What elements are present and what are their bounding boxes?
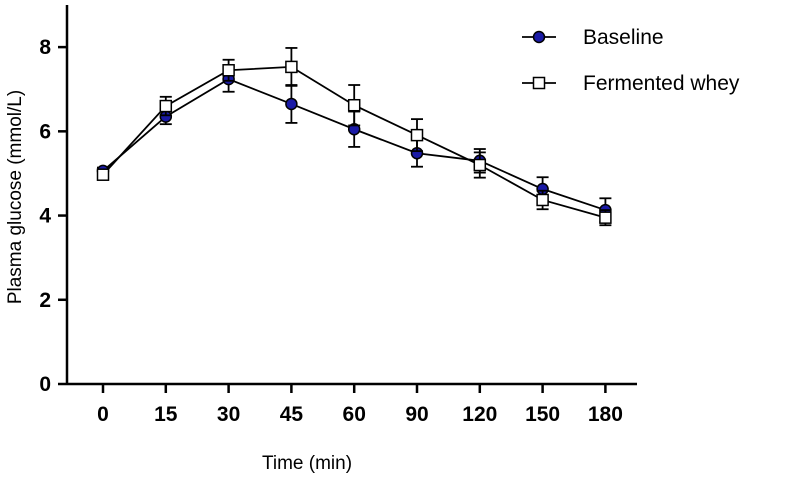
point-fermented-whey-15 — [159, 99, 173, 113]
point-baseline-45 — [285, 97, 298, 111]
series-fermented-whey — [96, 47, 612, 227]
point-fermented-whey-30 — [222, 64, 235, 77]
y-tick-label-0: 0 — [39, 373, 51, 396]
point-fermented-whey-180 — [599, 211, 612, 224]
legend-item-fermented-whey: Fermented whey — [522, 72, 740, 95]
legend-item-baseline: Baseline — [522, 26, 664, 49]
x-axis-title: Time (min) — [262, 453, 352, 474]
x-tick-label-15: 15 — [154, 403, 178, 426]
legend: Baseline Fermented whey — [522, 26, 740, 95]
axes: 0 2 4 6 8 0 15 30 45 60 90 120 150 180 — [39, 5, 637, 426]
series-layer — [96, 47, 612, 227]
point-fermented-whey-150 — [536, 193, 549, 207]
x-tick-label-0: 0 — [97, 403, 109, 426]
y-axis-title: Plasma glucose (mmol/L) — [5, 90, 26, 304]
point-fermented-whey-90 — [410, 128, 424, 142]
x-tick-label-90: 90 — [405, 403, 428, 426]
point-fermented-whey-120 — [473, 158, 487, 172]
y-tick-label-4: 4 — [39, 205, 51, 228]
point-fermented-whey-0 — [96, 168, 110, 181]
legend-label-baseline: Baseline — [583, 26, 664, 49]
point-fermented-whey-45 — [285, 60, 298, 74]
legend-marker-baseline — [532, 30, 546, 44]
x-tick-label-30: 30 — [217, 403, 240, 426]
y-tick-label-6: 6 — [39, 120, 51, 143]
y-tick-label-2: 2 — [39, 289, 51, 312]
legend-marker-fermented-whey — [532, 76, 546, 90]
point-fermented-whey-60 — [347, 98, 361, 112]
legend-label-fermented-whey: Fermented whey — [583, 72, 740, 95]
x-tick-label-180: 180 — [588, 403, 623, 426]
x-tick-label-45: 45 — [280, 403, 304, 426]
x-tick-label-60: 60 — [343, 403, 366, 426]
x-tick-label-150: 150 — [525, 403, 560, 426]
x-tick-label-120: 120 — [462, 403, 497, 426]
y-tick-label-8: 8 — [39, 36, 51, 59]
